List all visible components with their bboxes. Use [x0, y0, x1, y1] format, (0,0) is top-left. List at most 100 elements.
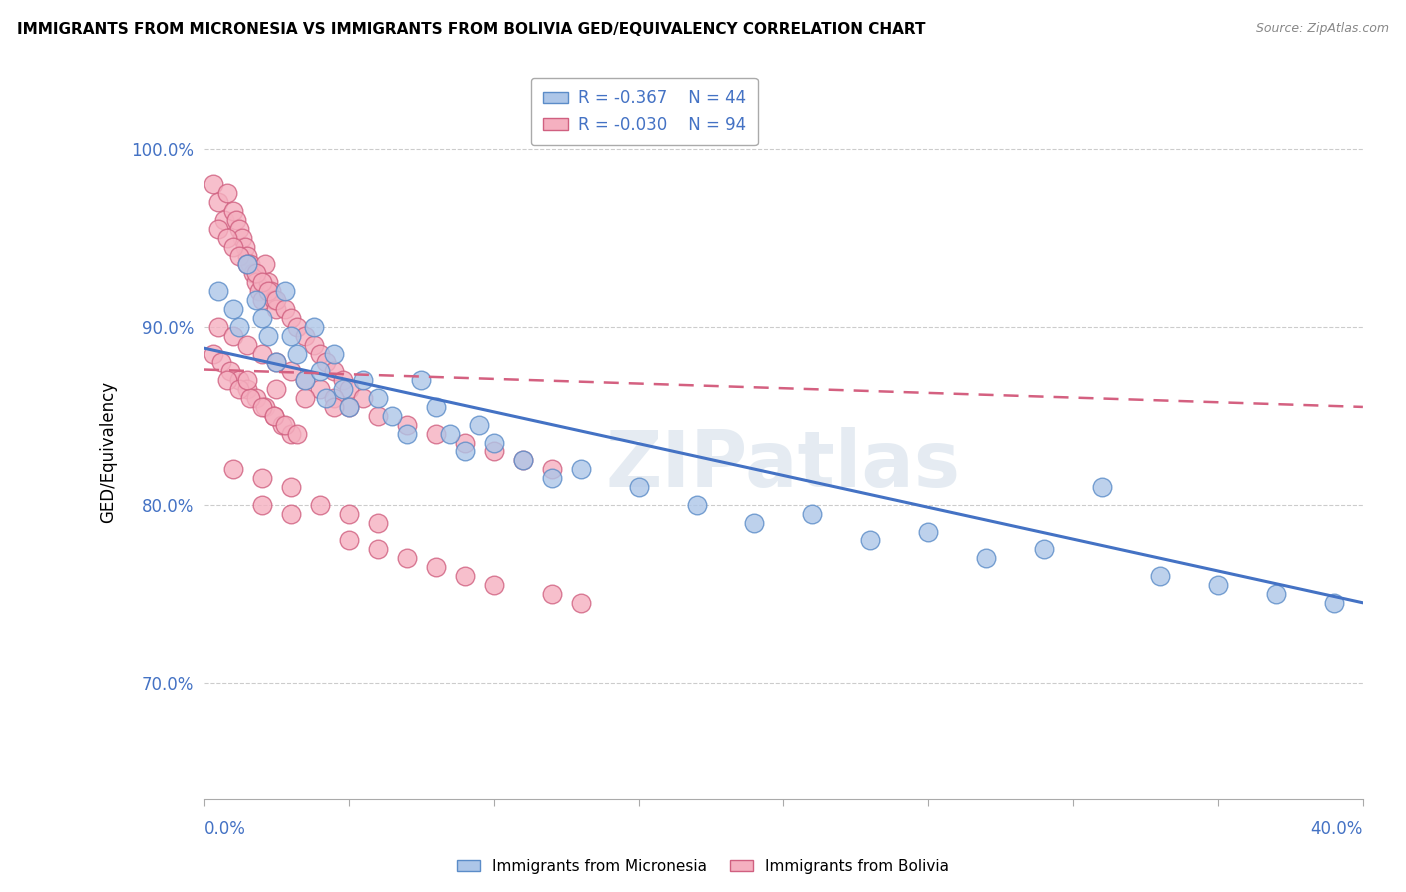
Point: [266, 355, 288, 369]
Point: [239, 391, 262, 405]
Point: [315, 391, 337, 405]
Point: [207, 284, 229, 298]
Point: [337, 507, 360, 521]
Point: [1091, 480, 1114, 494]
Point: [294, 373, 316, 387]
Point: [209, 355, 232, 369]
Point: [285, 346, 308, 360]
Point: [294, 328, 316, 343]
Legend: Immigrants from Micronesia, Immigrants from Bolivia: Immigrants from Micronesia, Immigrants f…: [451, 853, 955, 880]
Point: [323, 391, 346, 405]
Text: 40.0%: 40.0%: [1310, 821, 1362, 838]
Point: [236, 249, 259, 263]
Point: [285, 319, 308, 334]
Point: [250, 471, 273, 485]
Point: [280, 426, 302, 441]
Point: [245, 391, 267, 405]
Point: [250, 310, 273, 325]
Point: [512, 453, 534, 467]
Point: [540, 587, 562, 601]
Point: [247, 284, 270, 298]
Point: [242, 266, 264, 280]
Point: [217, 373, 239, 387]
Point: [266, 382, 288, 396]
Point: [250, 498, 273, 512]
Point: [250, 346, 273, 360]
Point: [352, 391, 374, 405]
Point: [332, 373, 354, 387]
Point: [274, 284, 297, 298]
Point: [280, 480, 302, 494]
Point: [308, 498, 330, 512]
Point: [236, 337, 259, 351]
Point: [228, 222, 250, 236]
Point: [250, 293, 273, 307]
Point: [569, 462, 592, 476]
Point: [207, 319, 229, 334]
Point: [801, 507, 824, 521]
Point: [367, 516, 389, 530]
Point: [250, 400, 273, 414]
Point: [540, 462, 562, 476]
Point: [323, 364, 346, 378]
Point: [482, 578, 505, 592]
Point: [236, 257, 259, 271]
Point: [367, 391, 389, 405]
Point: [201, 178, 224, 192]
Point: [212, 213, 235, 227]
Point: [294, 373, 316, 387]
Point: [302, 337, 325, 351]
Legend: R = -0.367    N = 44, R = -0.030    N = 94: R = -0.367 N = 44, R = -0.030 N = 94: [531, 78, 758, 145]
Point: [367, 409, 389, 423]
Point: [274, 417, 297, 432]
Point: [332, 382, 354, 396]
Point: [454, 444, 477, 458]
Point: [917, 524, 939, 539]
Point: [280, 310, 302, 325]
Point: [285, 426, 308, 441]
Point: [337, 533, 360, 548]
Point: [454, 435, 477, 450]
Point: [323, 346, 346, 360]
Point: [425, 560, 447, 574]
Point: [228, 249, 250, 263]
Point: [468, 417, 491, 432]
Point: [256, 328, 278, 343]
Text: ZIPatlas: ZIPatlas: [606, 427, 960, 503]
Point: [231, 231, 253, 245]
Point: [337, 382, 360, 396]
Point: [337, 400, 360, 414]
Point: [744, 516, 766, 530]
Point: [263, 409, 285, 423]
Point: [207, 222, 229, 236]
Text: 0.0%: 0.0%: [204, 821, 246, 838]
Point: [266, 293, 288, 307]
Point: [256, 284, 278, 298]
Point: [263, 409, 285, 423]
Point: [425, 400, 447, 414]
Point: [253, 257, 276, 271]
Point: [222, 240, 245, 254]
Point: [222, 462, 245, 476]
Point: [482, 435, 505, 450]
Text: Source: ZipAtlas.com: Source: ZipAtlas.com: [1256, 22, 1389, 36]
Point: [367, 542, 389, 557]
Point: [859, 533, 882, 548]
Point: [253, 400, 276, 414]
Point: [217, 231, 239, 245]
Point: [395, 417, 418, 432]
Point: [222, 301, 245, 316]
Point: [207, 195, 229, 210]
Point: [245, 275, 267, 289]
Point: [395, 426, 418, 441]
Point: [259, 284, 281, 298]
Point: [222, 328, 245, 343]
Point: [685, 498, 707, 512]
Point: [219, 364, 242, 378]
Point: [245, 293, 267, 307]
Point: [228, 373, 250, 387]
Point: [308, 382, 330, 396]
Point: [236, 257, 259, 271]
Point: [323, 400, 346, 414]
Point: [395, 551, 418, 566]
